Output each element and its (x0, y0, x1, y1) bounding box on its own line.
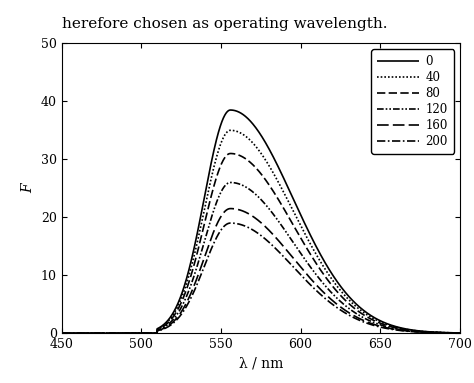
200 (379, 325, 384, 330)
120 (59, 331, 64, 336)
80 (453, 331, 459, 335)
0 (453, 331, 459, 335)
Legend: 0, 40, 80, 120, 160, 200: 0, 40, 80, 120, 160, 200 (371, 49, 454, 154)
0 (453, 331, 459, 335)
200 (453, 331, 459, 336)
120 (379, 323, 384, 327)
120 (246, 187, 251, 191)
40 (256, 149, 262, 153)
120 (228, 180, 233, 185)
40 (453, 331, 459, 335)
120 (80, 331, 85, 336)
160 (453, 331, 459, 336)
40 (453, 331, 459, 335)
40 (59, 331, 64, 336)
200 (59, 331, 64, 336)
160 (379, 324, 384, 329)
Line: 120: 120 (62, 182, 468, 333)
Line: 0: 0 (62, 110, 468, 333)
200 (246, 225, 251, 230)
40 (80, 331, 85, 336)
Line: 80: 80 (62, 154, 468, 333)
80 (80, 331, 85, 336)
0 (59, 331, 64, 336)
160 (80, 331, 85, 336)
80 (228, 151, 233, 156)
80 (453, 331, 459, 335)
160 (246, 211, 251, 216)
200 (453, 331, 459, 336)
Line: 40: 40 (62, 130, 468, 333)
Line: 200: 200 (62, 223, 468, 333)
Y-axis label: F: F (21, 183, 35, 193)
160 (228, 206, 233, 211)
120 (453, 331, 459, 335)
40 (465, 331, 471, 336)
80 (379, 321, 384, 326)
Text: herefore chosen as operating wavelength.: herefore chosen as operating wavelength. (62, 16, 387, 31)
200 (228, 221, 233, 225)
40 (246, 136, 251, 141)
120 (465, 331, 471, 336)
80 (465, 331, 471, 336)
80 (256, 169, 262, 174)
120 (256, 195, 262, 200)
0 (80, 331, 85, 336)
80 (59, 331, 64, 336)
Line: 160: 160 (62, 209, 468, 333)
0 (228, 108, 233, 112)
X-axis label: λ / nm: λ / nm (238, 357, 283, 371)
40 (379, 320, 384, 325)
40 (228, 128, 233, 133)
0 (379, 319, 384, 324)
200 (80, 331, 85, 336)
160 (256, 219, 262, 224)
120 (453, 331, 459, 335)
160 (453, 331, 459, 336)
200 (256, 232, 262, 237)
80 (246, 159, 251, 163)
0 (246, 117, 251, 121)
160 (465, 331, 471, 336)
0 (256, 130, 262, 135)
200 (465, 331, 471, 336)
0 (465, 331, 471, 336)
160 (59, 331, 64, 336)
